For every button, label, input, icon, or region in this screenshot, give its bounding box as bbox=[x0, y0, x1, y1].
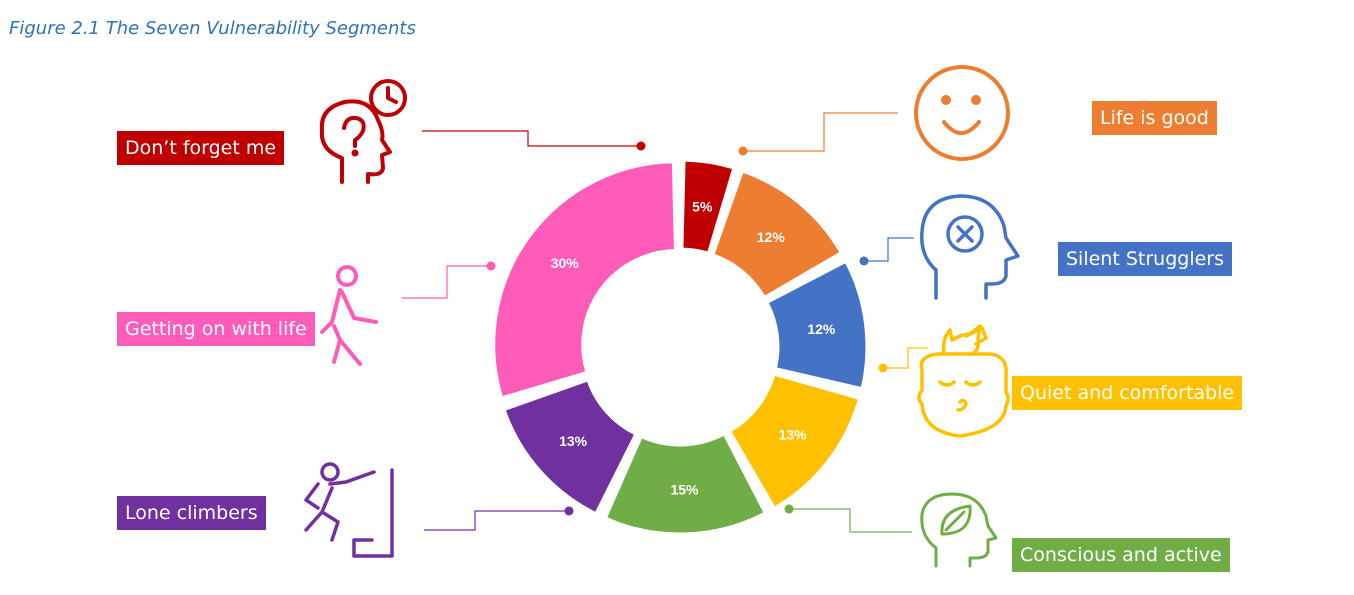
climber-icon bbox=[304, 462, 394, 558]
donut-slice-6 bbox=[494, 162, 675, 398]
head-bird-icon bbox=[917, 324, 1010, 438]
connector-line-4 bbox=[789, 508, 912, 533]
donut-slice-1 bbox=[713, 171, 841, 297]
donut-slice-5 bbox=[504, 380, 636, 514]
connector-dot-2 bbox=[859, 256, 869, 266]
label-life-is-good: Life is good bbox=[1092, 101, 1217, 135]
label-getting-on-with-life: Getting on with life bbox=[117, 312, 315, 346]
connector-dot-4 bbox=[784, 504, 794, 514]
connector-dot-5 bbox=[564, 506, 574, 516]
slice-value-label-5: 13% bbox=[559, 433, 588, 449]
connector-line-5 bbox=[424, 510, 569, 531]
head-leaf-icon bbox=[920, 492, 998, 568]
connector-line-3 bbox=[883, 347, 928, 369]
head-question-clock-icon bbox=[319, 79, 407, 184]
label-lone-climbers: Lone climbers bbox=[117, 496, 266, 530]
slice-value-label-3: 13% bbox=[779, 426, 808, 442]
slice-value-label-2: 12% bbox=[807, 321, 836, 337]
donut-slice-0 bbox=[682, 160, 734, 253]
connector-line-2 bbox=[864, 237, 914, 262]
donut-slice-3 bbox=[730, 374, 859, 508]
connector-dot-0 bbox=[636, 141, 646, 151]
connector-dot-6 bbox=[486, 261, 496, 271]
connector-line-6 bbox=[402, 265, 491, 299]
donut-slice-4 bbox=[606, 434, 765, 534]
head-x-mark-icon bbox=[920, 194, 1020, 300]
connector-line-0 bbox=[422, 130, 641, 147]
donut-slice-2 bbox=[767, 262, 867, 389]
label-quiet-and-comfortable: Quiet and comfortable bbox=[1012, 376, 1243, 410]
label-silent-strugglers: Silent Strugglers bbox=[1058, 242, 1233, 276]
connector-dot-1 bbox=[738, 146, 748, 156]
slice-value-label-1: 12% bbox=[757, 229, 786, 245]
slice-value-label-4: 15% bbox=[670, 481, 699, 497]
figure-title: Figure 2.1 The Seven Vulnerability Segme… bbox=[9, 18, 416, 39]
smiley-face-icon bbox=[914, 65, 1010, 161]
walking-person-icon bbox=[320, 265, 378, 366]
connector-dot-3 bbox=[878, 363, 888, 373]
label-conscious-and-active: Conscious and active bbox=[1012, 538, 1230, 572]
slice-value-label-0: 5% bbox=[692, 198, 713, 214]
label-dont-forget-me: Don’t forget me bbox=[117, 131, 285, 165]
slice-value-label-6: 30% bbox=[551, 255, 580, 271]
connector-line-1 bbox=[743, 112, 898, 152]
